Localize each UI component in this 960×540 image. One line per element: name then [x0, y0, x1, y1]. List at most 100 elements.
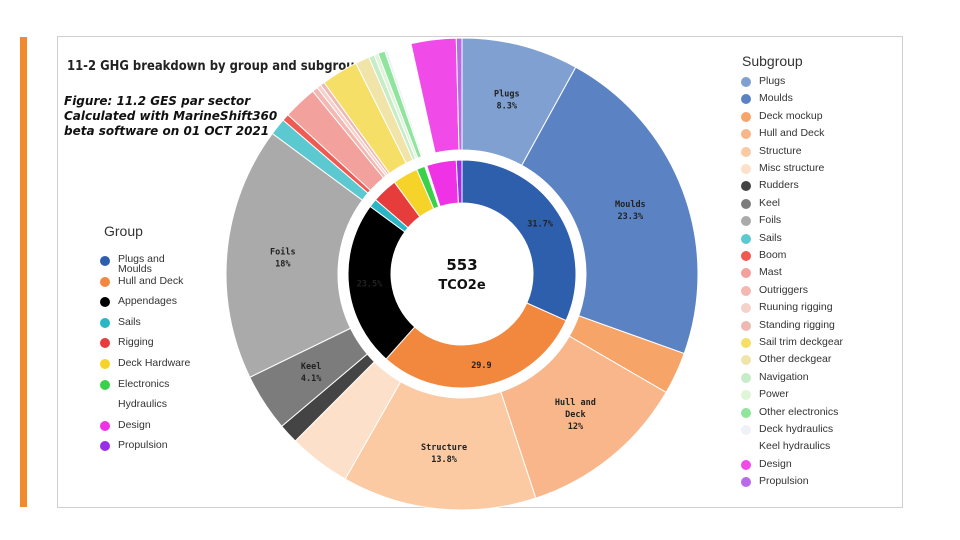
- group-legend-label: Rigging: [118, 336, 154, 349]
- group-legend-swatch: [100, 400, 110, 411]
- subgroup-legend-label: Moulds: [759, 92, 793, 105]
- subgroup-legend-item-sail-trim-deckgear: Sail trim deckgear: [741, 336, 843, 353]
- group-legend-swatch: [100, 441, 110, 452]
- subgroup-legend-label: Standing rigging: [759, 318, 835, 331]
- subgroup-legend-item-sails: Sails: [741, 232, 782, 249]
- group-legend-item-sails: Sails: [100, 316, 141, 333]
- subgroup-legend-swatch: [741, 355, 751, 366]
- subgroup-legend-label: Outriggers: [759, 283, 809, 296]
- subgroup-label-hull-and-deck: Hull and Deck 12%: [555, 398, 596, 432]
- subgroup-label-keel: Keel 4.1%: [301, 362, 322, 384]
- subgroup-slice-foils: [225, 132, 364, 378]
- subgroup-legend-swatch: [741, 372, 751, 383]
- subgroup-legend-label: Foils: [759, 214, 782, 227]
- group-legend-swatch: [100, 359, 110, 369]
- group-legend-label: Plugs and Moulds: [118, 253, 165, 275]
- caption-line-2: Calculated with MarineShift360: [64, 109, 278, 123]
- group-legend-swatch: [100, 379, 110, 390]
- chart-title: 11-2 GHG breakdown by group and subgroup: [67, 58, 363, 74]
- subgroup-legend-item-plugs: Plugs: [741, 75, 785, 92]
- subgroup-legend-swatch: [741, 164, 751, 174]
- subgroup-legend-item-navigation: Navigation: [741, 371, 809, 388]
- subgroup-legend-swatch: [741, 268, 751, 279]
- subgroup-legend-swatch: [741, 407, 751, 418]
- subgroup-legend-item-keel-hydraulics: Keel hydraulics: [741, 440, 830, 457]
- accent-bar: [20, 37, 27, 507]
- subgroup-legend-label: Hull and Deck: [759, 127, 825, 140]
- subgroup-legend-swatch: [741, 181, 751, 192]
- subgroup-legend-item-rudders: Rudders: [741, 179, 799, 196]
- subgroup-legend-item-deck-mockup: Deck mockup: [741, 110, 823, 127]
- subgroup-legend-swatch: [741, 216, 751, 227]
- subgroup-label-foils: Foils 18%: [270, 246, 296, 269]
- subgroup-legend-item-outriggers: Outriggers: [741, 284, 808, 301]
- subgroup-legend-label: Deck mockup: [759, 109, 823, 122]
- subgroup-legend-swatch: [741, 251, 751, 261]
- caption-line-1: Figure: 11.2 GES par sector: [64, 94, 251, 108]
- subgroup-legend-item-foils: Foils: [741, 214, 781, 231]
- subgroup-legend-swatch: [741, 146, 751, 157]
- subgroup-legend-label: Structure: [759, 144, 802, 157]
- subgroup-legend-label: Plugs: [759, 75, 786, 87]
- group-legend-label: Appendages: [118, 295, 177, 308]
- group-legend-item-rigging: Rigging: [100, 336, 154, 353]
- group-legend-swatch: [100, 297, 110, 308]
- subgroup-label-structure: Structure 13.8%: [421, 443, 467, 465]
- subgroup-legend-swatch: [741, 285, 751, 296]
- subgroup-legend-label: Misc structure: [759, 162, 825, 174]
- subgroup-legend-label: Keel hydraulics: [759, 440, 831, 453]
- subgroup-legend-swatch: [741, 198, 751, 209]
- subgroup-legend-swatch: [741, 442, 751, 453]
- figure-caption: Figure: 11.2 GES par sector Calculated w…: [64, 94, 277, 139]
- subgroup-legend-item-misc-structure: Misc structure: [741, 162, 824, 179]
- group-legend-label: Electronics: [118, 377, 170, 390]
- group-legend-item-design: Design: [100, 419, 151, 436]
- group-legend-item-plugs-and-moulds: Plugs and Moulds: [100, 253, 174, 275]
- subgroup-legend-label: Deck hydraulics: [759, 423, 834, 435]
- group-legend-item-appendages: Appendages: [100, 295, 177, 312]
- group-slice-plugs-and-moulds: [461, 159, 577, 322]
- group-legend-swatch: [100, 420, 110, 431]
- subgroup-legend-item-ruuning-rigging: Ruuning rigging: [741, 301, 833, 318]
- subgroup-legend-swatch: [741, 111, 751, 122]
- subgroup-legend-label: Mast: [759, 266, 782, 279]
- center-total-unit: TCO2e: [438, 278, 486, 293]
- group-label-appendages: 23.5%: [357, 280, 383, 290]
- group-label-plugs-and-moulds: 31.7%: [527, 219, 553, 229]
- subgroup-legend-swatch: [741, 459, 751, 470]
- group-legend-label: Propulsion: [118, 439, 168, 452]
- group-legend-label: Hull and Deck: [118, 274, 184, 287]
- subgroup-legend-swatch: [741, 338, 751, 348]
- group-legend-swatch: [100, 317, 110, 328]
- subgroup-legend-label: Design: [759, 457, 792, 470]
- subgroup-legend-title: Subgroup: [742, 53, 803, 69]
- subgroup-legend-swatch: [741, 233, 751, 244]
- subgroup-legend-swatch: [741, 320, 751, 331]
- group-legend-item-propulsion: Propulsion: [100, 439, 168, 456]
- group-legend-label: Deck Hardware: [118, 357, 191, 369]
- subgroup-legend-label: Ruuning rigging: [759, 301, 833, 314]
- subgroup-legend-label: Boom: [759, 249, 787, 261]
- subgroup-legend-label: Propulsion: [759, 475, 809, 488]
- group-legend-item-hydraulics: Hydraulics: [100, 398, 167, 415]
- group-legend-item-electronics: Electronics: [100, 378, 169, 395]
- subgroup-legend-item-boom: Boom: [741, 249, 786, 266]
- group-slice-propulsion: [455, 159, 463, 204]
- subgroup-label-plugs: Plugs 8.3%: [494, 90, 520, 112]
- group-legend-label: Design: [118, 418, 151, 431]
- subgroup-slice-propulsion: [455, 37, 463, 151]
- subgroup-legend-item-keel: Keel: [741, 197, 780, 214]
- subgroup-legend-label: Other electronics: [759, 405, 839, 418]
- subgroup-legend-swatch: [741, 390, 751, 401]
- subgroup-legend-swatch: [741, 129, 751, 140]
- group-legend-swatch: [100, 256, 110, 266]
- subgroup-legend-swatch: [741, 94, 751, 105]
- center-total-value: 553: [446, 256, 477, 274]
- subgroup-legend-label: Navigation: [759, 370, 809, 383]
- group-legend-label: Sails: [118, 315, 141, 328]
- subgroup-legend-label: Sails: [759, 231, 782, 244]
- subgroup-legend-item-standing-rigging: Standing rigging: [741, 319, 835, 336]
- subgroup-legend-label: Rudders: [759, 179, 799, 192]
- subgroup-legend-item-propulsion: Propulsion: [741, 475, 809, 492]
